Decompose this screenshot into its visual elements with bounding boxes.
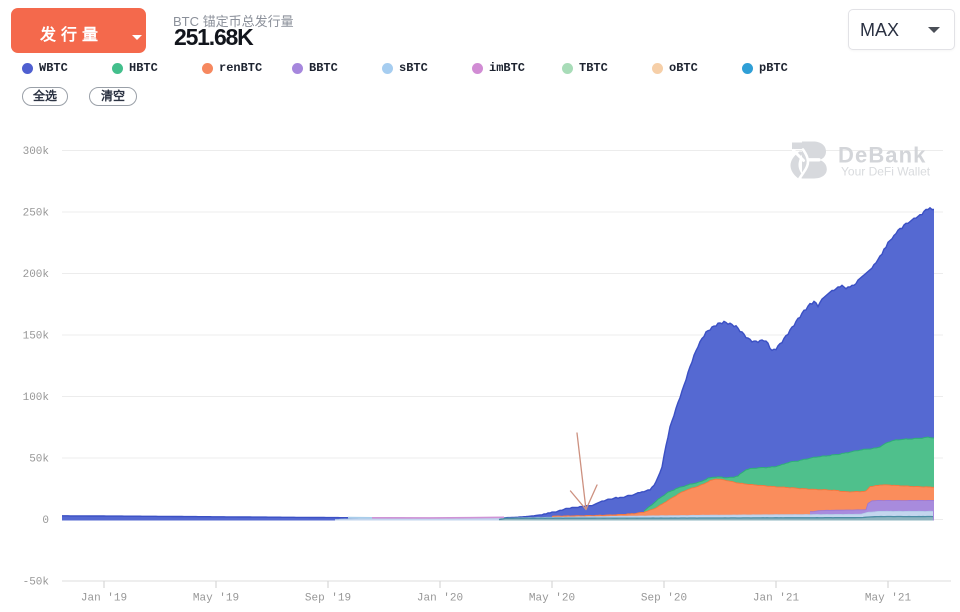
svg-text:Your DeFi Wallet: Your DeFi Wallet xyxy=(841,165,931,179)
svg-text:DeBank: DeBank xyxy=(838,143,927,168)
svg-text:May '20: May '20 xyxy=(529,593,575,605)
svg-text:Sep '19: Sep '19 xyxy=(305,593,351,605)
svg-text:0: 0 xyxy=(42,515,49,527)
svg-text:Jan '20: Jan '20 xyxy=(417,593,463,605)
svg-text:Jan '19: Jan '19 xyxy=(81,593,127,605)
svg-text:200k: 200k xyxy=(23,269,50,281)
svg-text:300k: 300k xyxy=(23,146,50,158)
svg-text:100k: 100k xyxy=(23,392,50,404)
svg-text:May '21: May '21 xyxy=(865,593,912,605)
svg-text:Sep '20: Sep '20 xyxy=(641,593,687,605)
svg-text:-50k: -50k xyxy=(23,577,50,589)
svg-text:250k: 250k xyxy=(23,208,50,220)
svg-text:Jan '21: Jan '21 xyxy=(753,593,800,605)
svg-text:50k: 50k xyxy=(29,454,49,466)
svg-text:150k: 150k xyxy=(23,331,50,343)
svg-text:May '19: May '19 xyxy=(193,593,239,605)
